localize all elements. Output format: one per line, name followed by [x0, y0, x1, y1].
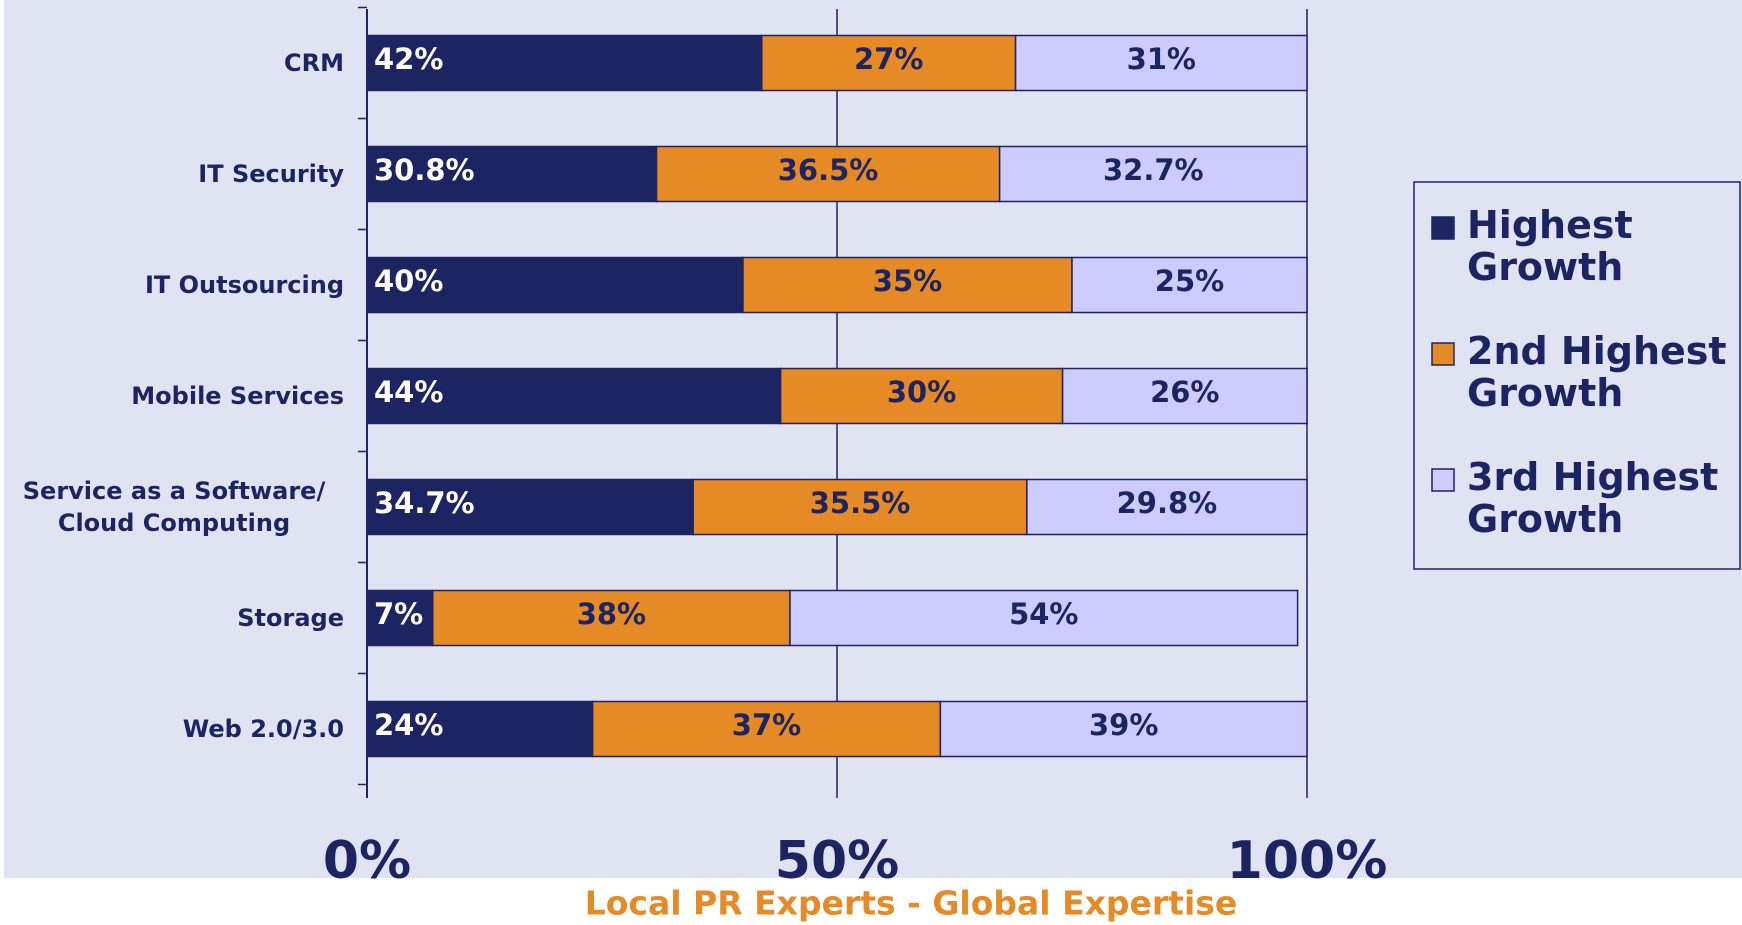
bar-segment — [366, 478, 694, 536]
category-label: IT Security — [198, 160, 344, 188]
bar-segment — [1014, 34, 1308, 92]
data-label: 44% — [374, 375, 443, 409]
bar-segment — [366, 145, 658, 203]
bar-segment — [1026, 478, 1308, 536]
data-label: 54% — [1009, 597, 1078, 631]
legend-swatch — [1431, 216, 1455, 240]
legend-label: 3rd Highest Growth — [1467, 455, 1719, 541]
x-tick-label: 100% — [1227, 831, 1388, 891]
bar-segment — [366, 367, 782, 425]
bar-segment — [998, 145, 1308, 203]
data-label: 36.5% — [778, 153, 879, 187]
bar-segment — [1071, 256, 1308, 314]
bar-segment — [789, 589, 1299, 647]
bar-segment — [432, 589, 791, 647]
data-label: 27% — [854, 42, 923, 76]
bar-segment — [692, 478, 1028, 536]
bar-segment — [366, 589, 434, 647]
data-label: 39% — [1089, 708, 1158, 742]
category-label: Web 2.0/3.0 — [182, 715, 344, 743]
bar-segment — [591, 700, 942, 758]
data-label: 29.8% — [1117, 486, 1218, 520]
legend-label: 2nd Highest Growth — [1467, 329, 1727, 415]
data-label: 32.7% — [1103, 153, 1204, 187]
data-label: 42% — [374, 42, 443, 76]
category-label: Mobile Services — [131, 382, 344, 410]
data-label: 7% — [374, 597, 423, 631]
data-label: 31% — [1127, 42, 1196, 76]
data-label: 40% — [374, 264, 443, 298]
footer: Local PR Experts - Global Expertise — [585, 884, 1238, 923]
bar-segment — [761, 34, 1017, 92]
data-label: 30% — [887, 375, 956, 409]
data-label: 37% — [732, 708, 801, 742]
bar-segment — [655, 145, 1001, 203]
bar-segment — [779, 367, 1064, 425]
legend-label: Highest Growth — [1467, 203, 1633, 289]
data-label: 34.7% — [374, 486, 475, 520]
legend-swatch — [1431, 342, 1455, 366]
legend-box — [1413, 181, 1741, 570]
category-label: Storage — [237, 604, 344, 632]
data-label: 26% — [1150, 375, 1219, 409]
bar-segment — [939, 700, 1308, 758]
data-label: 35.5% — [810, 486, 911, 520]
category-label: CRM — [284, 49, 344, 77]
data-label: 30.8% — [374, 153, 475, 187]
data-label: 38% — [577, 597, 646, 631]
category-label: IT Outsourcing — [144, 271, 344, 299]
legend-swatch — [1431, 468, 1455, 492]
category-label: Service as a Software/ Cloud Computing — [22, 477, 326, 537]
data-label: 24% — [374, 708, 443, 742]
bar-segment — [1061, 367, 1308, 425]
data-label: 35% — [873, 264, 942, 298]
data-label: 25% — [1155, 264, 1224, 298]
x-tick-label: 50% — [775, 831, 899, 891]
bar-segment — [742, 256, 1073, 314]
x-tick-label: 0% — [323, 831, 411, 891]
